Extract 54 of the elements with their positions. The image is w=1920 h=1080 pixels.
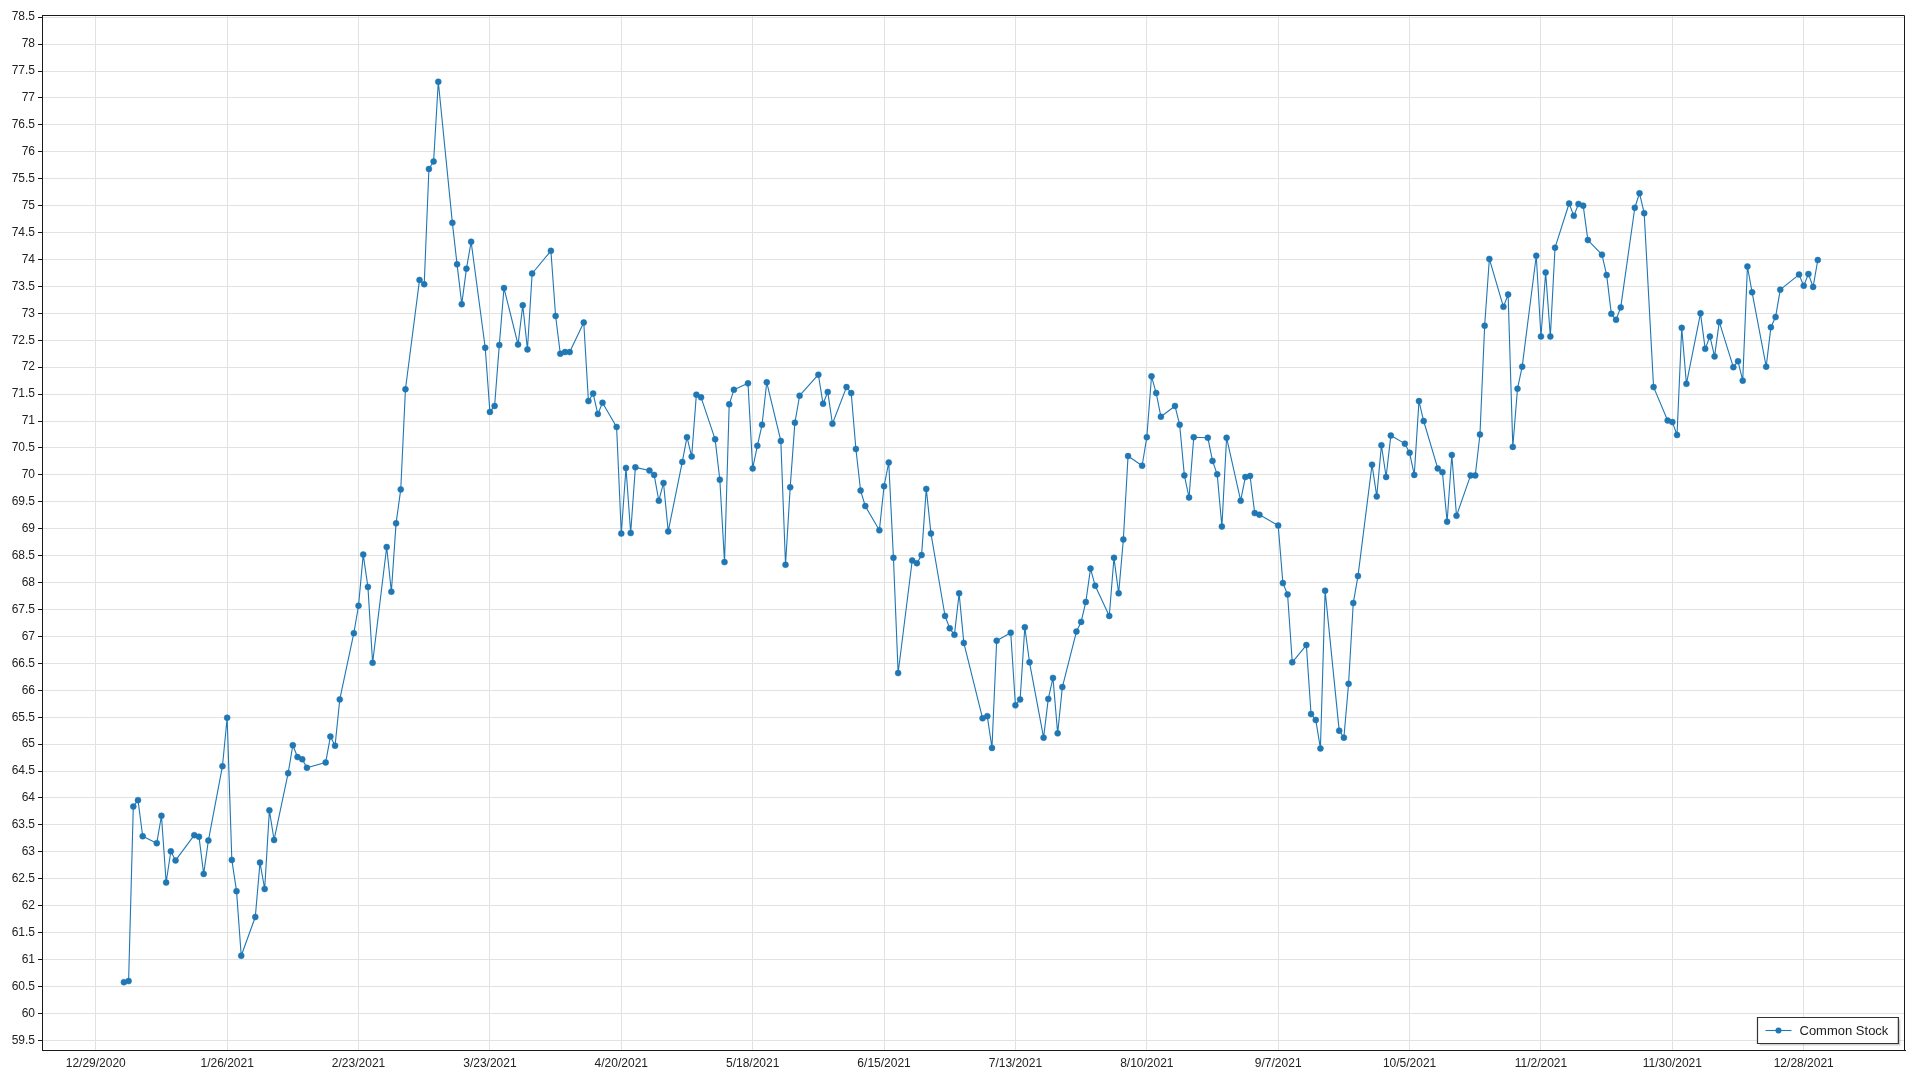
y-tick-label: 65.5 xyxy=(11,709,36,724)
y-tick-label: 75.5 xyxy=(11,171,36,186)
y-tick-label: 75 xyxy=(21,197,36,212)
y-tick-label: 73 xyxy=(21,305,36,320)
y-tick-label: 63.5 xyxy=(11,817,36,832)
y-tick-label: 63 xyxy=(21,844,36,859)
y-tick-label: 72 xyxy=(21,359,36,374)
y-tick-label: 59.5 xyxy=(11,1032,36,1047)
y-tick-label: 60 xyxy=(21,1005,36,1020)
y-tick-label: 61 xyxy=(21,951,36,966)
x-tick-label: 3/23/2021 xyxy=(463,1055,517,1070)
y-tick-label: 72.5 xyxy=(11,332,36,347)
y-tick-label: 69.5 xyxy=(11,494,36,509)
x-tick-label: 10/5/2021 xyxy=(1382,1055,1437,1070)
y-tick-label: 67.5 xyxy=(11,601,36,616)
x-tick-label: 11/2/2021 xyxy=(1514,1055,1568,1070)
y-tick-label: 77.5 xyxy=(11,63,36,78)
y-tick-label: 66.5 xyxy=(11,655,36,670)
x-tick-label: 5/18/2021 xyxy=(725,1055,780,1070)
y-tick-label: 78 xyxy=(21,36,36,51)
y-tick-label: 70 xyxy=(21,467,36,482)
y-tick-label: 78.5 xyxy=(11,9,36,24)
y-tick-label: 74 xyxy=(21,251,36,266)
y-tick-label: 64.5 xyxy=(11,763,36,778)
y-tick-label: 74.5 xyxy=(11,224,36,239)
x-tick-label: 8/10/2021 xyxy=(1120,1055,1174,1070)
x-tick-label: 7/13/2021 xyxy=(988,1055,1043,1070)
x-tick-label: 9/7/2021 xyxy=(1254,1055,1302,1070)
y-tick-label: 64 xyxy=(21,790,36,805)
y-tick-label: 65 xyxy=(21,736,36,751)
y-tick-label: 60.5 xyxy=(11,978,36,993)
y-tick-label: 77 xyxy=(21,90,36,105)
x-tick-label: 4/20/2021 xyxy=(594,1055,649,1070)
y-tick-label: 71.5 xyxy=(11,386,36,401)
y-tick-label: 67 xyxy=(21,628,36,643)
x-tick-label: 2/23/2021 xyxy=(331,1055,386,1070)
y-tick-label: 76.5 xyxy=(11,117,36,132)
y-tick-label: 73.5 xyxy=(11,278,36,293)
x-tick-label: 12/28/2021 xyxy=(1773,1055,1835,1070)
legend-label: Common Stock xyxy=(1799,1022,1889,1038)
x-tick-label: 6/15/2021 xyxy=(857,1055,912,1070)
y-tick-label: 68.5 xyxy=(11,547,36,562)
y-tick-label: 62.5 xyxy=(11,871,36,886)
y-tick-label: 66 xyxy=(21,682,36,697)
y-tick-label: 61.5 xyxy=(11,924,36,939)
x-tick-label: 12/29/2020 xyxy=(65,1055,127,1070)
y-tick-label: 68 xyxy=(21,574,36,589)
y-tick-label: 70.5 xyxy=(11,440,36,455)
y-tick-label: 76 xyxy=(21,144,36,159)
x-tick-label: 1/26/2021 xyxy=(200,1055,255,1070)
x-tick-label: 11/30/2021 xyxy=(1642,1055,1703,1070)
y-tick-label: 69 xyxy=(21,521,36,536)
y-tick-label: 71 xyxy=(21,413,36,428)
y-tick-label: 62 xyxy=(21,897,36,912)
